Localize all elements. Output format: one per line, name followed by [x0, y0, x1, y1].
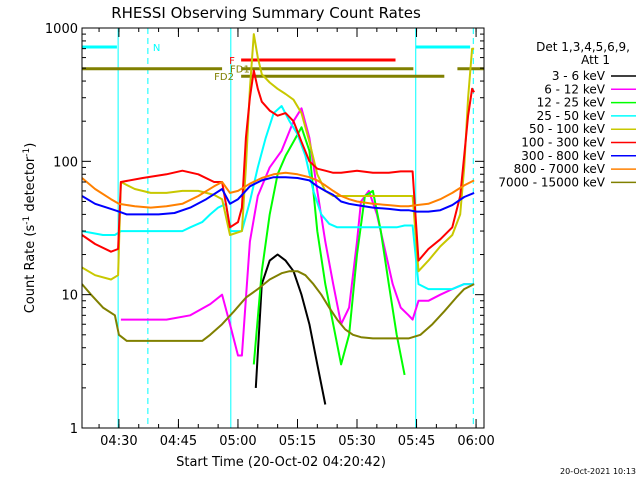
legend-header-attenuator: Att 1 [581, 53, 610, 67]
series-line-8 [82, 270, 475, 342]
x-axis: 04:30 04:45 05:00 05:15 05:30 05:45 06:00 [98, 28, 495, 449]
legend-label: 3 - 6 keV [552, 69, 606, 83]
legend-label: 7000 - 15000 keV [498, 175, 605, 189]
series-line-5 [82, 69, 475, 262]
annotation-label: N [153, 43, 160, 54]
legend-label: 12 - 25 keV [537, 96, 606, 110]
y-axis-label: Count Rate (s-1 detector-1) [22, 143, 38, 314]
chart-title: RHESSI Observing Summary Count Rates [111, 4, 421, 22]
legend-label: 50 - 100 keV [529, 122, 606, 136]
x-axis-label: Start Time (20-Oct-02 04:20:42) [176, 455, 386, 470]
annotation-label: FD2 [214, 72, 234, 83]
render-timestamp: 20-Oct-2021 10:13 [560, 467, 636, 476]
x-tick-label: 05:45 [398, 434, 435, 449]
y-tick-label: 10 [61, 289, 78, 304]
x-tick-label: 05:15 [279, 434, 316, 449]
series-line-4 [82, 33, 475, 281]
x-tick-label: 06:00 [457, 434, 494, 449]
annotation-label: F [229, 56, 235, 67]
series-line-3 [82, 105, 475, 291]
legend-label: 25 - 50 keV [537, 109, 606, 123]
x-tick-label: 05:00 [219, 434, 256, 449]
series-lines [82, 33, 475, 405]
series-line-2 [252, 126, 406, 376]
series-line-0 [254, 253, 327, 405]
x-tick-label: 04:30 [100, 434, 137, 449]
legend-label: 100 - 300 keV [521, 136, 605, 150]
y-tick-label: 1 [70, 422, 78, 437]
y-axis: 1 10 100 1000 [45, 22, 484, 437]
legend-label: 800 - 7000 keV [514, 162, 606, 176]
x-tick-label: 04:45 [160, 434, 197, 449]
series-line-6 [82, 176, 475, 216]
legend-label: 300 - 800 keV [521, 149, 605, 163]
annotation-label: FD1 [230, 65, 250, 76]
x-tick-label: 05:30 [338, 434, 375, 449]
y-tick-label: 1000 [45, 22, 78, 37]
plot-frame [81, 27, 485, 429]
legend-label: 6 - 12 keV [544, 82, 606, 96]
y-tick-label: 100 [53, 155, 78, 170]
series-line-1 [120, 107, 475, 357]
series-line-7 [82, 171, 475, 209]
legend-header-detectors: Det 1,3,4,5,6,9, [536, 40, 630, 54]
